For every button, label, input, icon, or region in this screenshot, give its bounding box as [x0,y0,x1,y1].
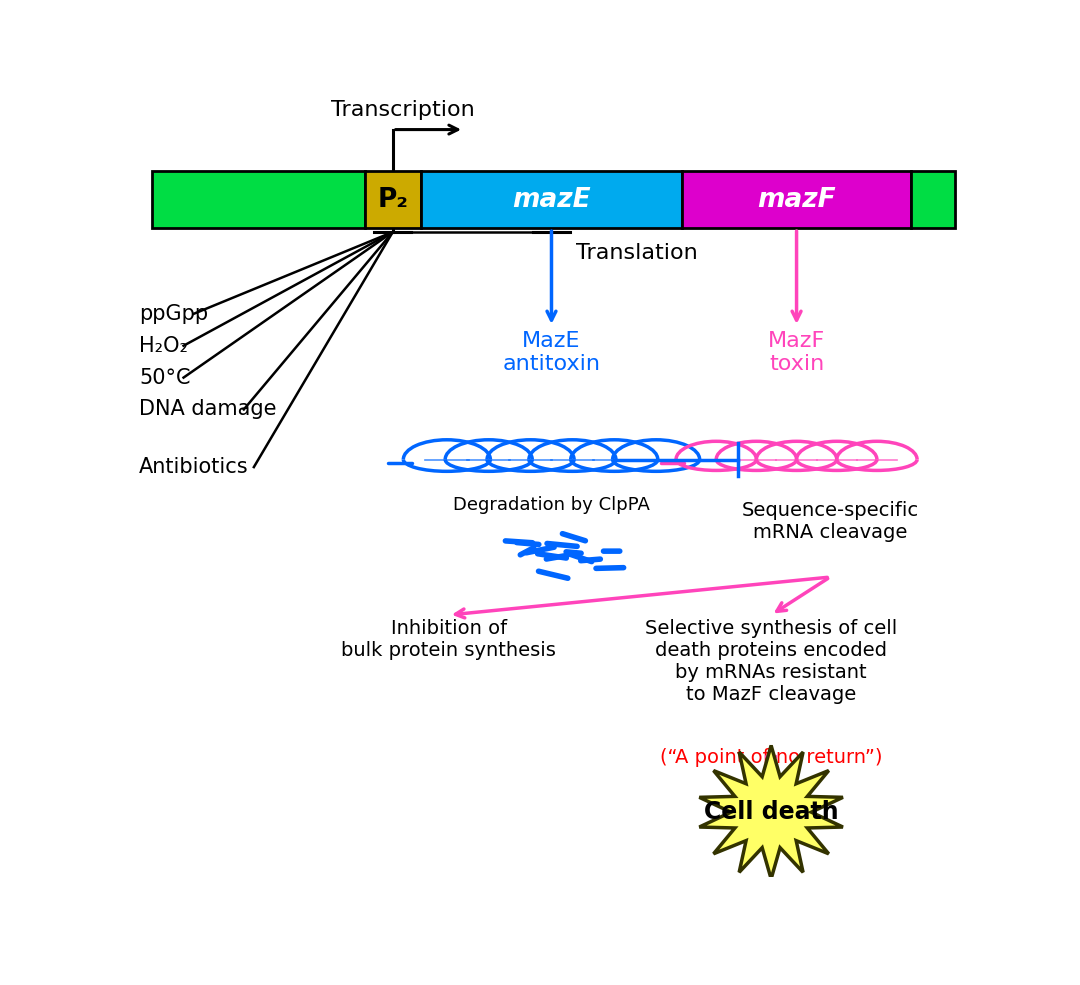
Text: ppGpp: ppGpp [139,304,208,324]
Text: MazE
antitoxin: MazE antitoxin [502,331,600,373]
Text: Sequence-specific
mRNA cleavage: Sequence-specific mRNA cleavage [742,501,919,542]
Bar [683,171,912,229]
Text: mazE: mazE [512,187,591,213]
Text: mazF: mazF [757,187,836,213]
Text: Translation: Translation [577,243,698,263]
Text: Transcription: Transcription [330,99,475,120]
Text: DNA damage: DNA damage [139,400,276,420]
Bar [365,171,421,229]
Text: MazF
toxin: MazF toxin [768,331,825,373]
Text: 50°C: 50°C [139,367,191,387]
Text: (“A point of no return”): (“A point of no return”) [660,748,882,766]
Text: Selective synthesis of cell
death proteins encoded
by mRNAs resistant
to MazF cl: Selective synthesis of cell death protei… [645,619,897,703]
Bar [421,171,683,229]
Text: P₂: P₂ [377,187,408,213]
Polygon shape [700,746,842,879]
Text: H₂O₂: H₂O₂ [139,336,188,356]
Bar [151,171,365,229]
Text: Cell death: Cell death [704,800,838,824]
Text: Antibiotics: Antibiotics [139,457,248,477]
Bar [912,171,955,229]
Text: Degradation by ClpPA: Degradation by ClpPA [453,495,650,514]
Text: Inhibition of
bulk protein synthesis: Inhibition of bulk protein synthesis [341,619,556,660]
